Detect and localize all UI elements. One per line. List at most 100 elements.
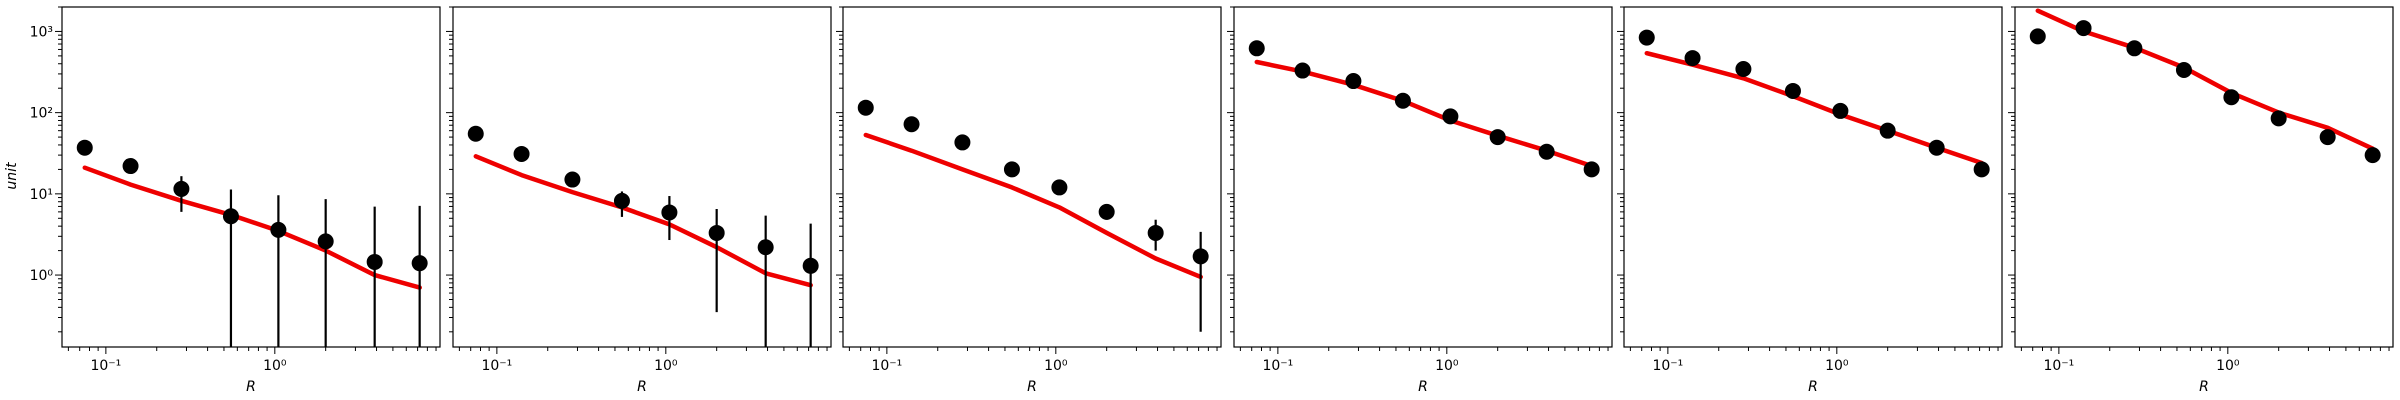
- plot-area: [467, 125, 819, 347]
- data-point: [1192, 248, 1209, 265]
- data-point: [1538, 143, 1555, 160]
- data-point: [954, 134, 971, 151]
- data-point: [366, 253, 383, 270]
- panel-4: 10⁻¹ 10⁰ R: [1227, 6, 1613, 395]
- y-tick-label: 10¹: [30, 187, 53, 203]
- data-point: [1735, 60, 1752, 77]
- y-tick-label: 10³: [30, 24, 53, 40]
- y-tick-label: 10²: [30, 106, 53, 122]
- x-tick-label: 10⁻¹: [90, 358, 121, 374]
- data-point: [757, 239, 774, 256]
- data-point: [1003, 161, 1020, 178]
- data-point: [1928, 139, 1945, 156]
- data-point: [2223, 89, 2240, 106]
- data-point: [1051, 179, 1068, 196]
- x-tick-label: 10⁰: [654, 358, 678, 374]
- x-axis-label: R: [1808, 379, 1818, 395]
- data-point: [467, 125, 484, 142]
- data-point: [2126, 40, 2143, 57]
- data-point: [2075, 20, 2092, 37]
- x-tick-label: 10⁻¹: [1262, 358, 1293, 374]
- data-point: [1294, 62, 1311, 79]
- data-point: [613, 192, 630, 209]
- data-point: [1098, 203, 1115, 220]
- data-point: [564, 171, 581, 188]
- y-tick-label: 10⁰: [30, 268, 54, 284]
- x-tick-label: 10⁰: [1435, 358, 1459, 374]
- data-point: [1248, 40, 1265, 57]
- data-point: [708, 224, 725, 241]
- panel-1: 10⁻¹ 10⁰ 10⁰ 10¹ 10² 10³ R: [30, 6, 441, 395]
- x-axis-label: R: [1418, 379, 1428, 395]
- plot-area: [2029, 8, 2381, 164]
- model-line: [863, 132, 1203, 280]
- y-axis-label: unit: [4, 162, 20, 190]
- data-point: [222, 208, 239, 225]
- data-point: [2319, 129, 2336, 146]
- panel-3: 10⁻¹ 10⁰ R: [836, 6, 1222, 395]
- x-tick-label: 10⁰: [1044, 358, 1068, 374]
- data-point: [513, 145, 530, 162]
- axes-frame: [452, 6, 832, 348]
- data-point: [1879, 122, 1896, 139]
- axis-ticks: [2008, 6, 2390, 354]
- panel-6: 10⁻¹ 10⁰ R: [2008, 6, 2394, 395]
- data-point: [1784, 82, 1801, 99]
- data-point: [2175, 62, 2192, 79]
- model-line: [473, 154, 813, 288]
- x-tick-label: 10⁻¹: [871, 358, 902, 374]
- model-line: [1254, 59, 1594, 169]
- data-point: [903, 116, 920, 133]
- x-axis-label: R: [246, 379, 256, 395]
- x-tick-label: 10⁰: [2216, 358, 2240, 374]
- axes-frame: [61, 6, 441, 348]
- data-point: [76, 139, 93, 156]
- data-point: [1345, 73, 1362, 90]
- data-point: [122, 158, 139, 175]
- plot-area: [857, 99, 1209, 332]
- data-point: [1832, 102, 1849, 119]
- axis-ticks: [1617, 6, 1999, 354]
- x-tick-label: 10⁻¹: [481, 358, 512, 374]
- model-line: [1644, 50, 1984, 166]
- data-point: [2364, 147, 2381, 164]
- x-tick-label: 10⁻¹: [1652, 358, 1683, 374]
- data-point: [1973, 161, 1990, 178]
- plot-area: [1248, 40, 1600, 178]
- x-axis-label: R: [2199, 379, 2209, 395]
- data-point: [661, 204, 678, 221]
- axis-ticks: [1227, 6, 1609, 354]
- axis-ticks: [836, 6, 1218, 354]
- data-point: [1147, 224, 1164, 241]
- x-axis-label: R: [1027, 379, 1037, 395]
- model-line: [82, 165, 422, 290]
- plot-area: [1638, 29, 1990, 178]
- data-point: [1489, 129, 1506, 146]
- data-point: [1442, 108, 1459, 125]
- axes-frame: [842, 6, 1222, 348]
- axis-ticks: [55, 6, 437, 354]
- data-point: [2029, 28, 2046, 45]
- data-point: [317, 233, 334, 250]
- x-tick-label: 10⁻¹: [2043, 358, 2074, 374]
- data-point: [857, 99, 874, 116]
- data-point: [2270, 110, 2287, 127]
- model-line: [2035, 8, 2375, 151]
- data-point: [1638, 29, 1655, 46]
- panel-2: 10⁻¹ 10⁰ R: [446, 6, 832, 395]
- axes-frame: [1233, 6, 1613, 348]
- plot-area: [76, 139, 428, 347]
- data-point: [1394, 92, 1411, 109]
- data-point: [270, 221, 287, 238]
- data-point: [1583, 161, 1600, 178]
- x-axis-label: R: [637, 379, 647, 395]
- axes-frame: [2014, 6, 2394, 348]
- axis-ticks: [446, 6, 828, 354]
- x-tick-label: 10⁰: [263, 358, 287, 374]
- axes-frame: [1623, 6, 2003, 348]
- data-point: [802, 257, 819, 274]
- data-point: [411, 255, 428, 272]
- panel-5: 10⁻¹ 10⁰ R: [1617, 6, 2003, 395]
